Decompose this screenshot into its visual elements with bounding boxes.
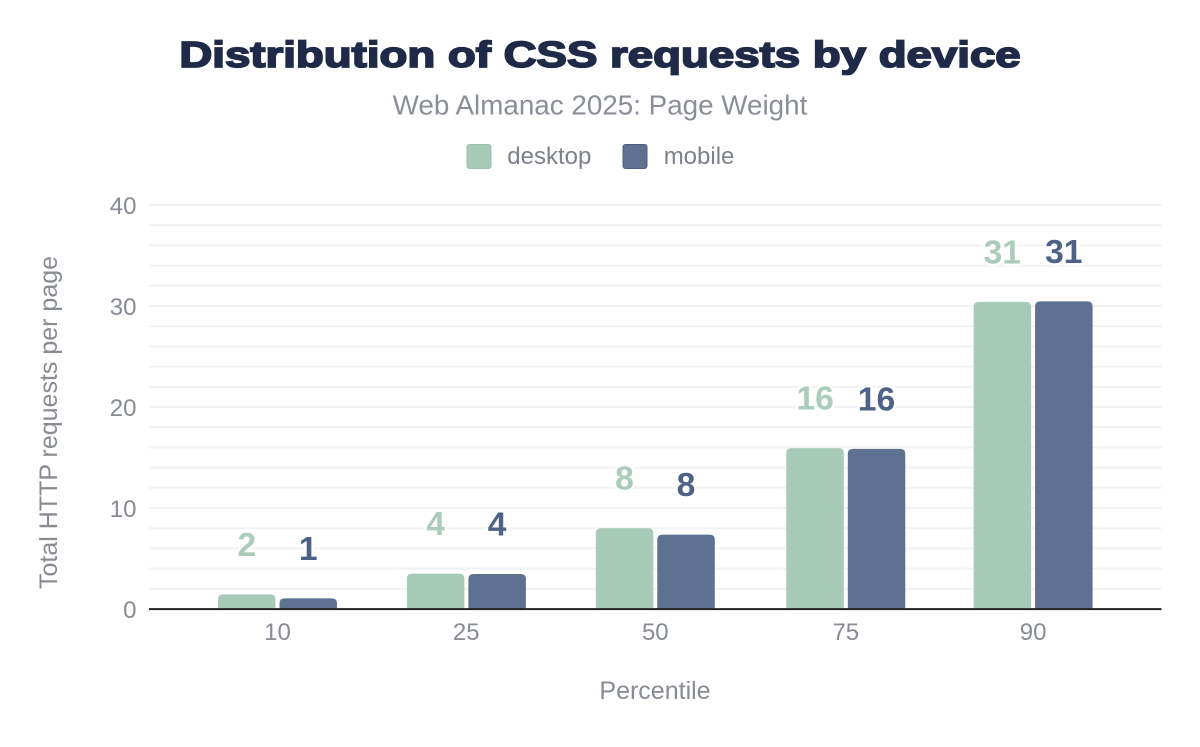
svg-text:Percentile: Percentile (599, 677, 710, 705)
svg-text:10: 10 (264, 619, 291, 646)
svg-text:Web Almanac 2025: Page Weight: Web Almanac 2025: Page Weight (393, 90, 808, 121)
svg-text:40: 40 (110, 193, 137, 220)
svg-text:31: 31 (1045, 234, 1082, 271)
svg-text:20: 20 (110, 395, 137, 422)
svg-text:2: 2 (237, 527, 256, 564)
svg-text:0: 0 (123, 597, 136, 624)
svg-text:4: 4 (488, 507, 507, 544)
svg-text:10: 10 (110, 496, 137, 523)
svg-text:mobile: mobile (664, 143, 735, 170)
svg-text:31: 31 (984, 235, 1021, 272)
svg-text:Total HTTP requests per page: Total HTTP requests per page (35, 256, 63, 589)
svg-text:8: 8 (677, 467, 696, 504)
svg-text:8: 8 (615, 461, 634, 498)
svg-text:90: 90 (1020, 619, 1047, 646)
svg-text:16: 16 (858, 382, 895, 419)
svg-text:25: 25 (453, 619, 480, 646)
svg-text:1: 1 (299, 531, 318, 568)
svg-text:75: 75 (832, 619, 859, 646)
svg-text:16: 16 (796, 381, 833, 418)
svg-text:Distribution of CSS requests b: Distribution of CSS requests by device (179, 34, 1020, 75)
svg-text:30: 30 (110, 294, 137, 321)
svg-text:desktop: desktop (507, 143, 591, 170)
svg-text:4: 4 (426, 506, 445, 543)
svg-text:50: 50 (642, 619, 669, 646)
